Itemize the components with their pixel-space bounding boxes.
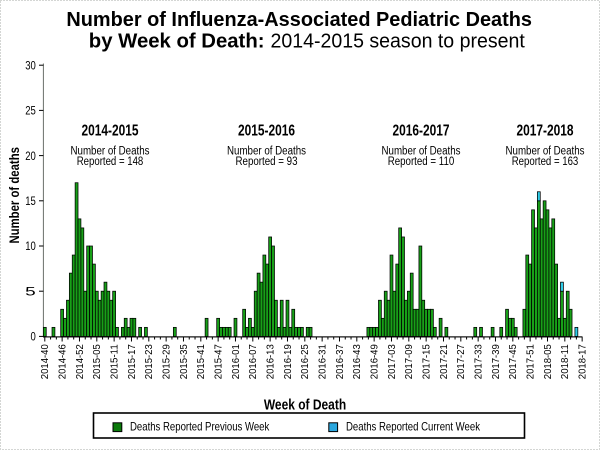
svg-text:2015-2016: 2015-2016 [238,123,295,140]
svg-text:2014-2015: 2014-2015 [82,123,139,140]
svg-text:2017-51: 2017-51 [526,344,537,379]
svg-text:2017-2018: 2017-2018 [517,123,574,140]
svg-text:2016-25: 2016-25 [300,344,311,379]
svg-text:15: 15 [25,194,36,208]
svg-text:2014-2015 season to present: 2014-2015 season to present [271,31,526,53]
svg-text:Reported = 110: Reported = 110 [388,156,455,168]
svg-text:2015-11: 2015-11 [110,344,121,379]
svg-text:10: 10 [25,239,36,253]
svg-text:Number of Influenza-Associated: Number of Influenza-Associated Pediatric… [66,9,532,31]
svg-text:2014-46: 2014-46 [58,344,69,379]
svg-text:2018-05: 2018-05 [543,344,554,379]
svg-text:Number of Deaths: Number of Deaths [506,145,585,157]
svg-text:Reported = 163: Reported = 163 [512,156,579,168]
svg-text:25: 25 [25,104,36,118]
svg-text:2017-45: 2017-45 [508,344,519,379]
svg-text:20: 20 [25,149,36,163]
svg-text:2015-41: 2015-41 [196,344,207,379]
svg-text:Number of Deaths: Number of Deaths [71,145,150,157]
svg-text:by Week of Death:: by Week of Death: [89,31,265,53]
svg-text:2015-35: 2015-35 [179,344,190,379]
svg-text:2014-40: 2014-40 [40,344,51,379]
svg-text:2017-21: 2017-21 [439,344,450,379]
svg-text:2017-09: 2017-09 [404,344,415,379]
svg-text:2016-07: 2016-07 [248,344,259,379]
svg-text:30: 30 [25,58,36,72]
svg-text:2018-17: 2018-17 [578,344,589,379]
svg-text:2016-2017: 2016-2017 [393,123,450,140]
svg-text:Reported = 148: Reported = 148 [77,156,144,168]
svg-text:Number of deaths: Number of deaths [7,147,22,244]
svg-text:2016-49: 2016-49 [370,344,381,379]
svg-text:2014-52: 2014-52 [75,344,86,379]
svg-text:2016-31: 2016-31 [318,344,329,379]
svg-text:0: 0 [31,330,37,344]
svg-text:Number of Deaths: Number of Deaths [382,145,461,157]
svg-text:2015-29: 2015-29 [162,344,173,379]
svg-text:Week of Death: Week of Death [264,396,346,413]
svg-text:2015-17: 2015-17 [127,344,138,379]
svg-text:2016-43: 2016-43 [352,344,363,379]
svg-text:2015-05: 2015-05 [92,344,103,379]
svg-text:2017-27: 2017-27 [456,344,467,379]
svg-text:2017-03: 2017-03 [387,344,398,379]
svg-text:2016-19: 2016-19 [283,344,294,379]
svg-text:2018-11: 2018-11 [560,344,571,379]
svg-text:5: 5 [25,284,36,298]
svg-text:2017-33: 2017-33 [474,344,485,379]
svg-text:Reported = 93: Reported = 93 [236,156,298,168]
svg-text:2015-23: 2015-23 [144,344,155,379]
svg-text:Deaths Reported Previous Week: Deaths Reported Previous Week [130,420,270,434]
svg-text:2015-47: 2015-47 [214,344,225,379]
svg-text:Number of Deaths: Number of Deaths [227,145,306,157]
svg-text:2016-37: 2016-37 [335,344,346,379]
svg-text:2016-01: 2016-01 [231,344,242,379]
svg-text:Deaths Reported Current Week: Deaths Reported Current Week [346,420,481,434]
svg-text:2016-13: 2016-13 [266,344,277,379]
svg-text:2017-15: 2017-15 [422,344,433,379]
svg-text:2017-39: 2017-39 [491,344,502,379]
